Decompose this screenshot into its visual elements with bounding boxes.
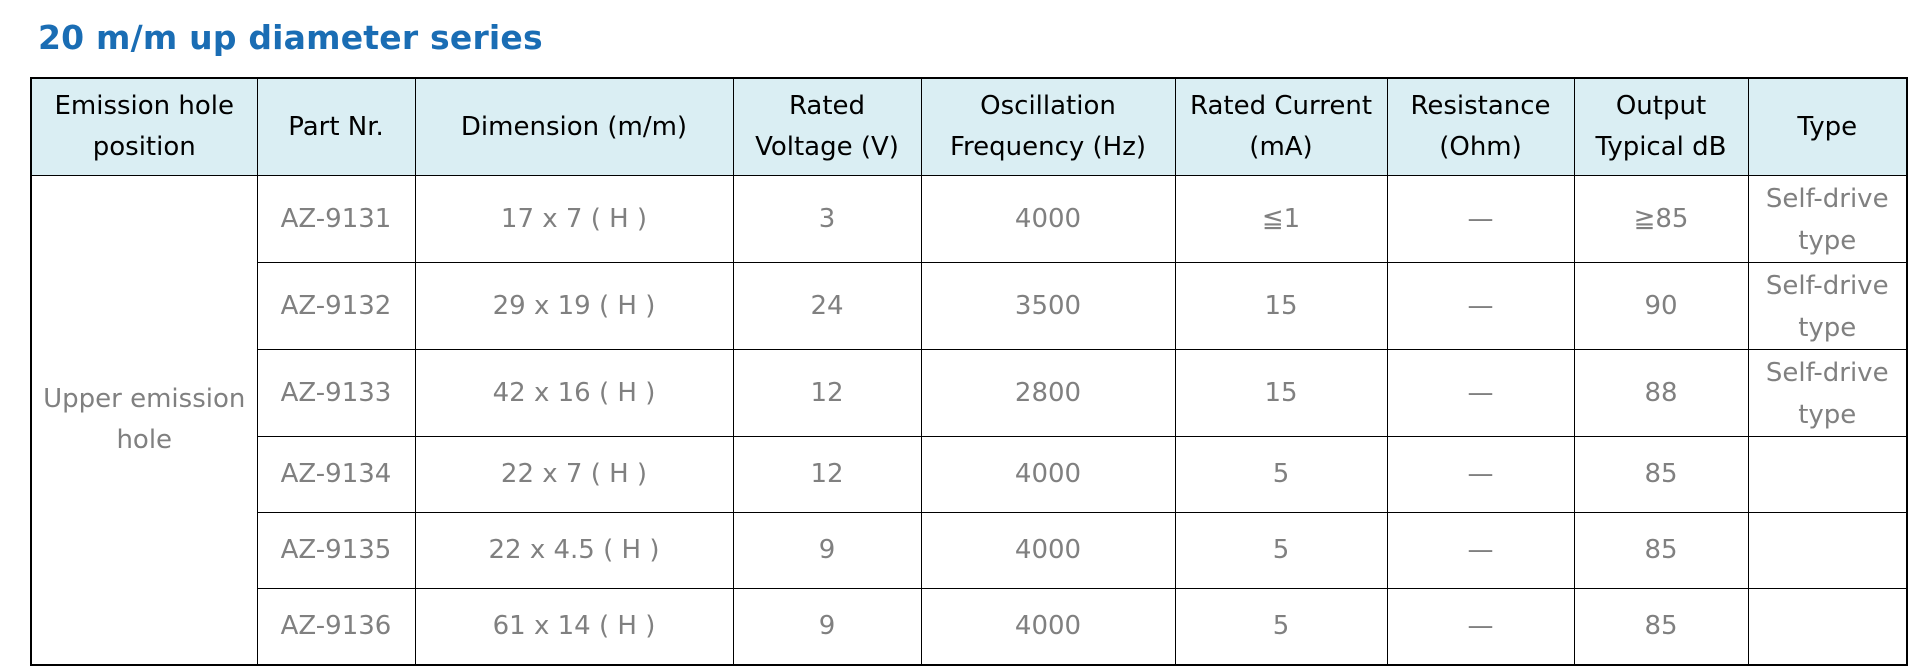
table-cell: 4000 (920, 436, 1176, 513)
table-cell: 17 x 7 ( H ) (414, 175, 734, 263)
table-cell: — (1386, 349, 1575, 437)
header-row: Emission hole position Part Nr. Dimension … (30, 77, 1908, 176)
table-cell: Self-drive type (1747, 175, 1908, 263)
table-cell: AZ-9133 (256, 349, 416, 437)
empty-cell (1747, 436, 1908, 513)
table-cell: AZ-9136 (256, 588, 416, 666)
table-row: AZ-9133 42 x 16 ( H ) 12 2800 15—88 Self-driv… (31, 349, 1908, 437)
empty-cell (1747, 512, 1908, 589)
table-cell: Self-drive type (1747, 262, 1908, 350)
table-cell: 9 (732, 512, 922, 589)
table-cell: 61 x 14 ( H ) (414, 588, 734, 666)
table-cell: 90 (1573, 262, 1749, 350)
table-cell: 12 (732, 436, 922, 513)
header-cell: Dimension (m/m) (414, 77, 734, 176)
table-cell: 42 x 16 ( H ) (414, 349, 734, 437)
header-cell: Type (1747, 77, 1908, 176)
header-cell: Output Typical dB (1573, 77, 1749, 176)
table-cell: 88 (1573, 349, 1749, 437)
table-cell: 24 (732, 262, 922, 350)
table-cell: 9 (732, 588, 922, 666)
table-cell: — (1386, 436, 1575, 513)
table-cell: 85 (1573, 588, 1749, 666)
table-cell: — (1386, 175, 1575, 263)
header-cell: Emission hole position (30, 77, 258, 176)
table-cell: 85 (1573, 512, 1749, 589)
table-cell: 22 x 7 ( H ) (414, 436, 734, 513)
table-row: AZ-9134 22 x 7 ( H ) 12 4000 5—85 (31, 436, 1908, 513)
table-body: Upper emission hole AZ-9131 17 x 7 ( H ) 3 4… (30, 175, 1908, 666)
table-cell: AZ-9134 (256, 436, 416, 513)
group-cell: Upper emission hole (30, 175, 258, 666)
table-cell: AZ-9132 (256, 262, 416, 350)
table-cell: 5 (1174, 588, 1388, 666)
table-cell: 15 (1174, 262, 1388, 350)
table-cell: ≧85 (1573, 175, 1749, 263)
table-cell: 12 (732, 349, 922, 437)
table-row: AZ-9136 61 x 14 ( H ) 9 4000 5—85 (31, 588, 1908, 666)
table-cell: 2800 (920, 349, 1176, 437)
table-cell: 15 (1174, 349, 1388, 437)
table-cell: AZ-9131 (256, 175, 416, 263)
table-row: Upper emission hole AZ-9131 17 x 7 ( H ) 3 4… (30, 175, 1908, 666)
empty-cell (1747, 588, 1908, 666)
header-cell: Resistance (Ohm) (1386, 77, 1575, 176)
table-cell: 4000 (920, 588, 1176, 666)
page-title: 20 m/m up diameter series (38, 18, 543, 57)
table-cell: 22 x 4.5 ( H ) (414, 512, 734, 589)
table-row: AZ-9132 29 x 19 ( H ) 24 3500 15—90 Self-driv… (31, 262, 1908, 350)
header-cell: Oscillation Frequency (Hz) (920, 77, 1176, 176)
table-cell: — (1386, 512, 1575, 589)
table-cell: 85 (1573, 436, 1749, 513)
spec-table: Emission hole position Part Nr. Dimension … (30, 77, 1908, 666)
table-cell: 3 (732, 175, 922, 263)
table-cell: 5 (1174, 436, 1388, 513)
table-row: AZ-9135 22 x 4.5 ( H ) 9 4000 5—85 (31, 512, 1908, 589)
table-cell: Self-drive type (1747, 349, 1908, 437)
table-cell: 5 (1174, 512, 1388, 589)
header-cell: Rated Current (mA) (1174, 77, 1388, 176)
table-cell: — (1386, 262, 1575, 350)
header-cell: Part Nr. (256, 77, 416, 176)
table-cell: 3500 (920, 262, 1176, 350)
page: 20 m/m up diameter series Emission hole … (30, 18, 1908, 666)
table-cell: — (1386, 588, 1575, 666)
table-cell: 29 x 19 ( H ) (414, 262, 734, 350)
header-cell: Rated Voltage (V) (732, 77, 922, 176)
table-cell: 4000 (920, 175, 1176, 263)
table-cell: 4000 (920, 512, 1176, 589)
table-cell: AZ-9135 (256, 512, 416, 589)
table-cell: ≦1 (1174, 175, 1388, 263)
